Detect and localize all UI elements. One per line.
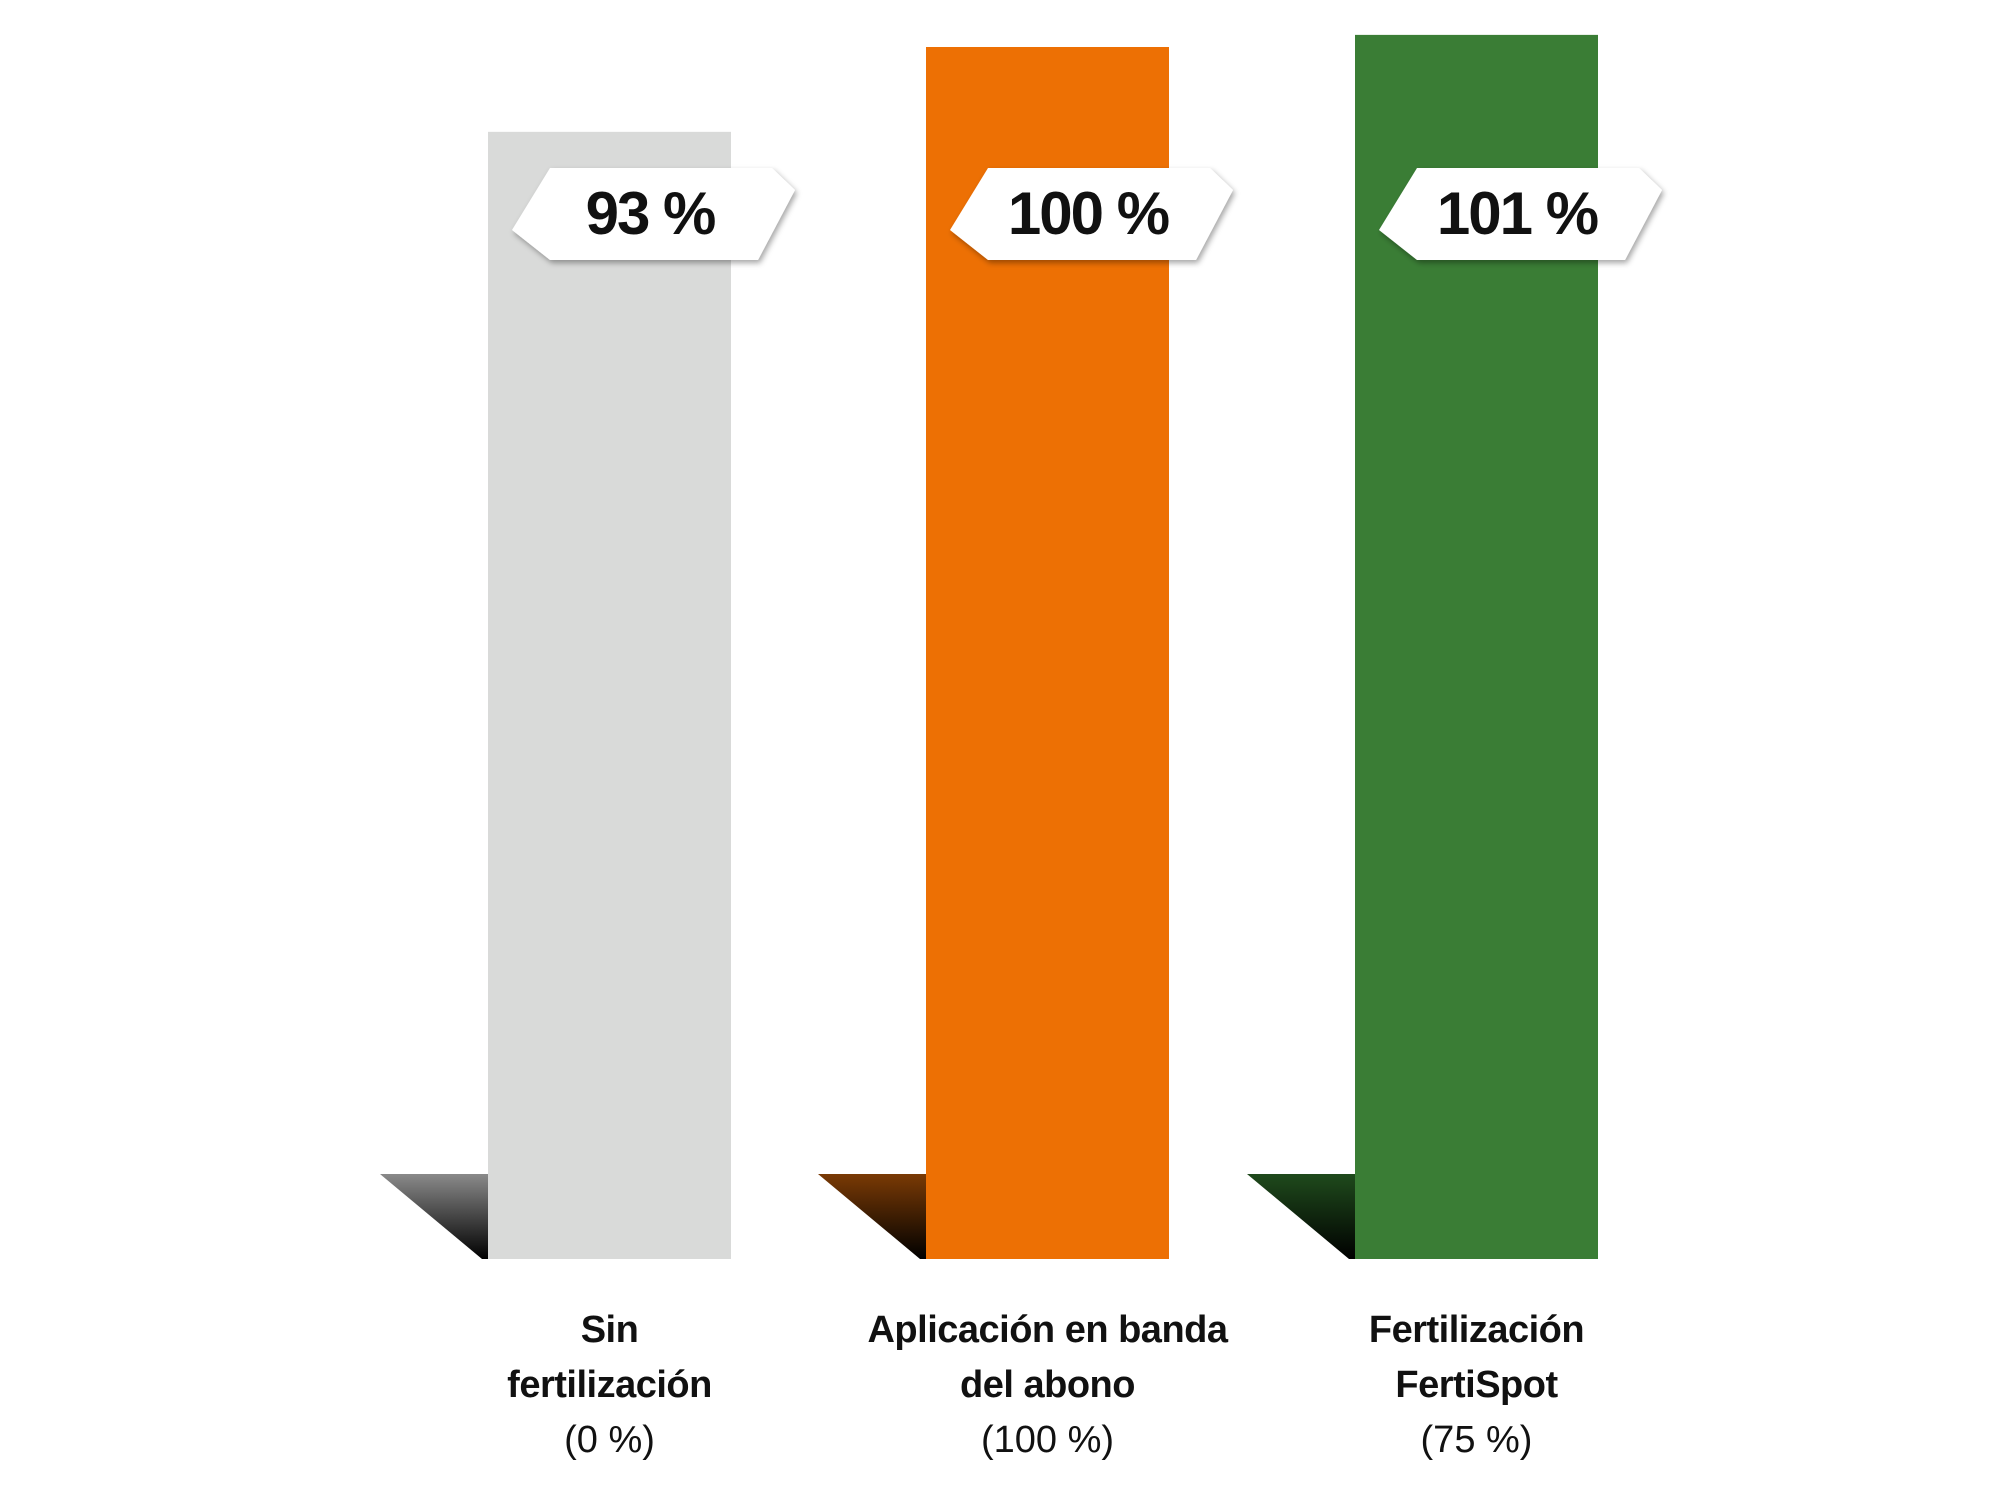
category-note: (75 %) [1420, 1419, 1533, 1461]
category-name: Aplicación en banda del abono [867, 1309, 1228, 1406]
category-label: Sin fertilización (0 %) [360, 1303, 860, 1468]
value-tag [950, 168, 1233, 260]
bar [488, 131, 731, 1260]
value-label: 101 % [1437, 180, 1598, 247]
value-tag [1379, 168, 1662, 260]
value-tag [512, 168, 795, 260]
value-label: 93 % [586, 180, 715, 247]
bar-fold [1247, 1174, 1355, 1259]
category-note: (0 %) [564, 1419, 655, 1461]
category-label: Aplicación en banda del abono (100 %) [798, 1303, 1298, 1468]
bar-fold [818, 1174, 926, 1259]
category-label: Fertilización FertiSpot (75 %) [1227, 1303, 1727, 1468]
category-name: Sin fertilización [507, 1309, 712, 1406]
category-note: (100 %) [980, 1419, 1115, 1461]
value-label: 100 % [1008, 180, 1169, 247]
category-name: Fertilización FertiSpot [1368, 1309, 1585, 1406]
bar-fold [380, 1174, 488, 1259]
